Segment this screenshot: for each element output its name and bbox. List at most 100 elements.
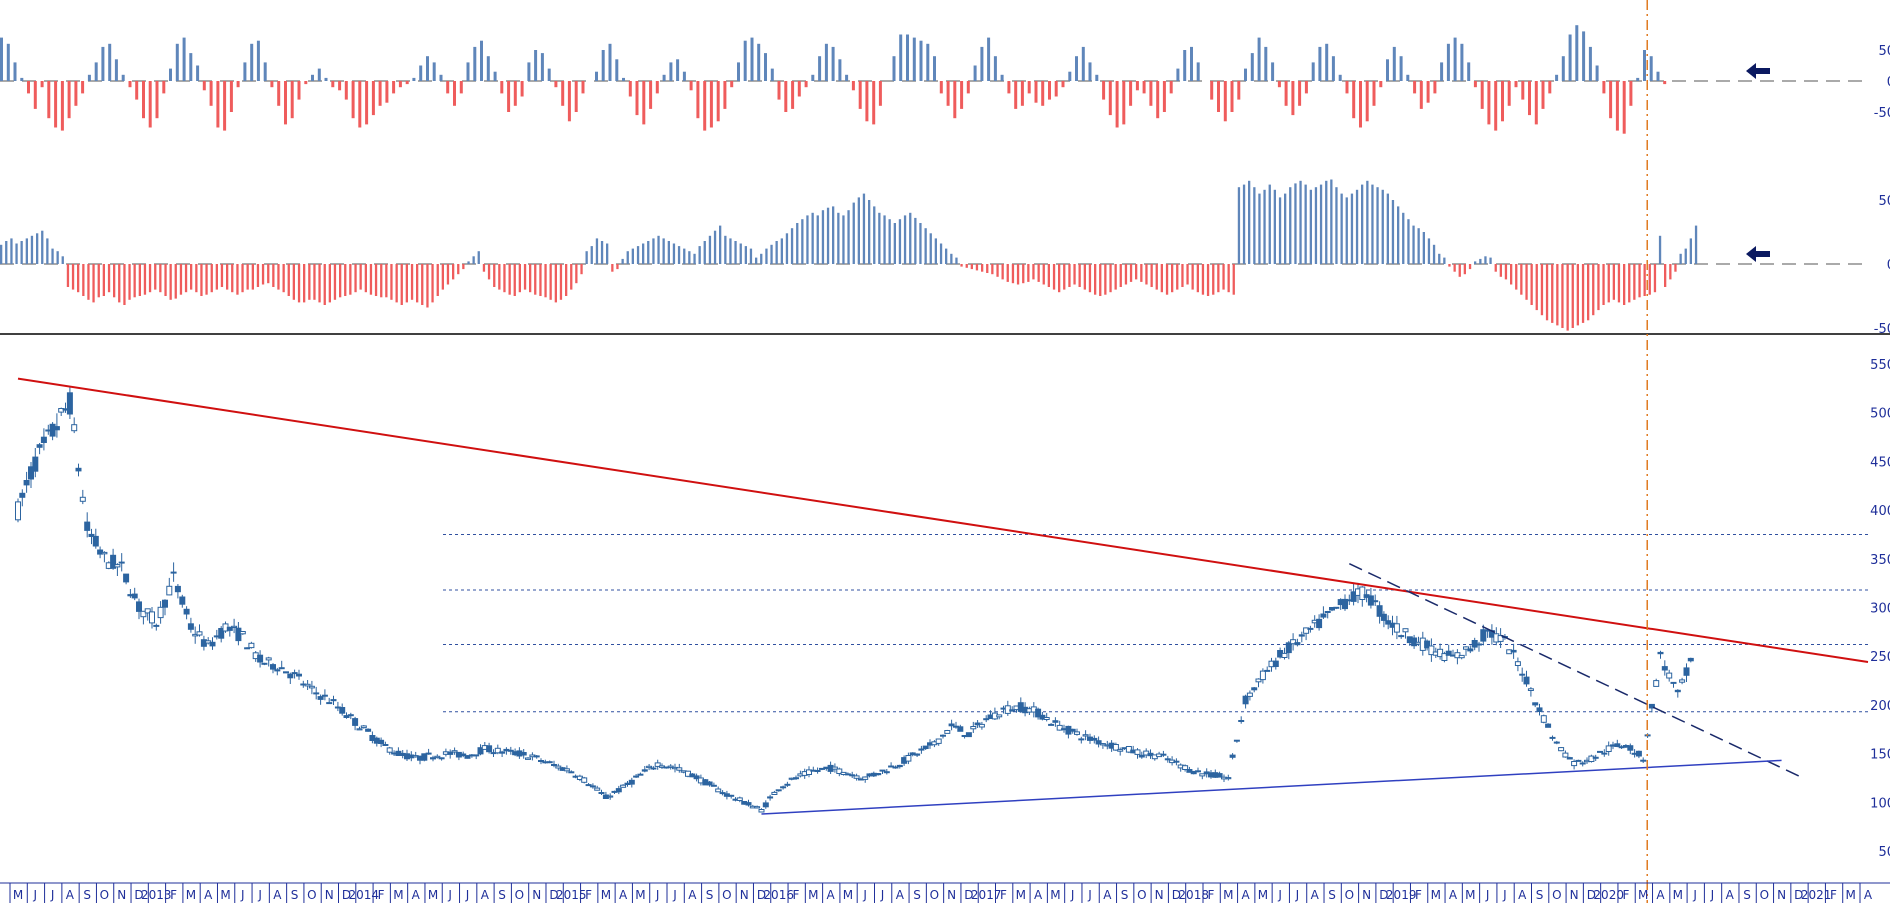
x-tick-label: F <box>1208 888 1215 902</box>
oscillator-bar <box>5 241 8 264</box>
oscillator-bar <box>1350 193 1354 264</box>
oscillator-bar <box>1359 81 1362 128</box>
oscillator-bar <box>912 37 916 81</box>
candle-body <box>1523 676 1530 685</box>
oscillator-bar <box>743 40 747 81</box>
x-tick-label: A <box>1034 888 1043 902</box>
oscillator-bar <box>1191 264 1194 290</box>
oscillator-bar <box>97 264 100 298</box>
candle-body <box>1519 673 1526 676</box>
oscillator-bar <box>148 264 152 293</box>
middle-oscillator-bars <box>0 179 1698 331</box>
x-tick-label: M <box>635 888 645 902</box>
oscillator-bar <box>20 77 24 81</box>
candle-body <box>326 702 333 705</box>
oscillator-bar <box>1406 74 1410 81</box>
oscillator-bar <box>939 243 943 264</box>
candle-body <box>1380 613 1387 621</box>
x-tick-label: 2021 <box>1801 888 1832 902</box>
oscillator-bar <box>184 264 188 293</box>
oscillator-bar <box>169 264 172 300</box>
oscillator-bar <box>893 223 896 264</box>
candle-body <box>425 752 432 755</box>
oscillator-bar <box>518 264 521 293</box>
candle-body <box>1597 750 1603 753</box>
oscillator-bar <box>1037 264 1040 282</box>
candle-body <box>957 726 964 732</box>
candle-body <box>1233 739 1240 742</box>
oscillator-bar <box>693 253 696 264</box>
oscillator-bar <box>914 217 917 264</box>
x-tick-label: A <box>1518 888 1527 902</box>
candle-body <box>235 627 242 642</box>
candle-body <box>278 667 285 670</box>
candle-body <box>304 683 311 687</box>
oscillator-bar <box>1099 264 1102 296</box>
candle-body <box>1536 707 1543 713</box>
oscillator-bar <box>202 81 206 91</box>
oscillator-bar <box>872 81 876 125</box>
candle-body <box>996 714 1003 718</box>
candle-body <box>1497 635 1504 642</box>
oscillator-bar <box>216 81 220 128</box>
oscillator-bar <box>205 264 208 295</box>
oscillator-bar <box>1140 264 1143 282</box>
x-tick-label: D <box>1172 888 1181 902</box>
candle-body <box>274 669 281 672</box>
oscillator-bar <box>1535 264 1538 311</box>
oscillator-bar <box>272 264 275 287</box>
oscillator-bar <box>1501 81 1504 122</box>
x-tick-label: N <box>117 888 126 902</box>
oscillator-bar <box>1042 264 1045 285</box>
x-tick-label: D <box>1794 888 1803 902</box>
candle-body <box>849 774 856 777</box>
oscillator-bar <box>1294 183 1297 264</box>
candle-body <box>1160 753 1167 756</box>
oscillator-bar <box>547 68 551 81</box>
oscillator-bar <box>25 238 28 264</box>
candle-body <box>23 480 30 486</box>
y-tick-label: 150 <box>1870 748 1890 763</box>
candle-body <box>71 424 78 432</box>
candle-body <box>1674 689 1681 693</box>
x-tick-label: 2013 <box>141 888 172 902</box>
oscillator-bar <box>297 81 301 100</box>
oscillator-bar <box>1545 264 1549 321</box>
oscillator-bar <box>453 81 456 106</box>
x-tick-label: A <box>1656 888 1665 902</box>
oscillator-bar <box>87 74 91 81</box>
x-tick-label: M <box>1638 888 1648 902</box>
oscillator-bar <box>1460 43 1464 81</box>
oscillator-bar <box>1145 264 1148 285</box>
candle-body <box>1393 623 1400 633</box>
x-tick-label: A <box>826 888 835 902</box>
oscillator-bar <box>662 238 665 264</box>
candle-body <box>589 785 596 788</box>
oscillator-bar <box>899 34 903 81</box>
oscillator-bar <box>500 81 504 94</box>
oscillator-bar <box>698 246 701 264</box>
oscillator-bar <box>457 264 460 275</box>
oscillator-bar <box>1263 189 1266 264</box>
oscillator-bar <box>986 264 989 273</box>
oscillator-bar <box>339 264 342 298</box>
candle-body <box>1320 613 1327 618</box>
oscillator-bar <box>723 81 727 109</box>
candle-body <box>378 739 385 744</box>
candle-body <box>676 767 683 771</box>
oscillator-bar <box>1510 264 1513 285</box>
candle-body <box>101 551 108 555</box>
candle-body <box>244 647 251 650</box>
oscillator-bar <box>400 264 403 305</box>
candle-body <box>1385 620 1392 625</box>
oscillator-bar <box>906 34 909 81</box>
oscillator-bar <box>159 264 162 293</box>
candle-body <box>1099 743 1106 746</box>
candle-body <box>944 730 951 734</box>
x-tick-label: F <box>170 888 177 902</box>
oscillator-bar <box>540 53 544 81</box>
oscillator-bar <box>405 81 409 85</box>
oscillator-bar <box>883 215 886 264</box>
oscillator-bar <box>1061 81 1065 88</box>
oscillator-bar <box>1000 74 1004 81</box>
